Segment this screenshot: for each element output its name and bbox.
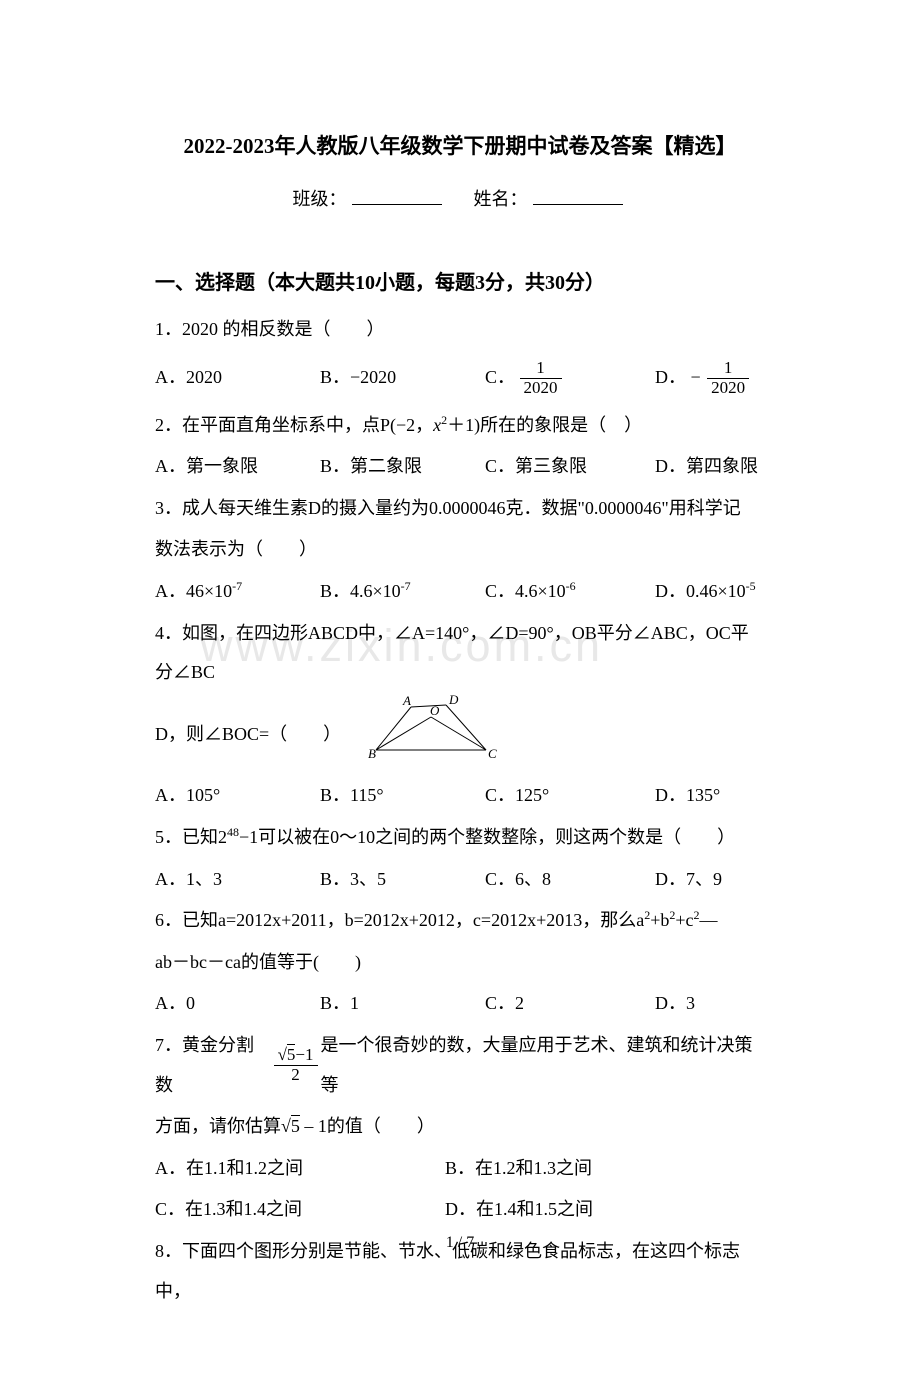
q6-mid1: +b bbox=[650, 910, 669, 930]
quadrilateral-diagram: A D B C O bbox=[361, 695, 501, 760]
q5-c: C．6、8 bbox=[485, 860, 655, 900]
q4-options: A．105° B．115° C．125° D．135° bbox=[155, 776, 765, 816]
q4-line1: 4．如图，在四边形ABCD中，∠A=140°，∠D=90°，OB平分∠ABC，O… bbox=[155, 614, 765, 693]
q6-line2: ab－bc－ca的值等于( ) bbox=[155, 943, 765, 983]
q7-line2-prefix: 方面，请你估算 bbox=[155, 1116, 281, 1136]
q5-options: A．1、3 B．3、5 C．6、8 D．7、9 bbox=[155, 860, 765, 900]
q1-c: C． 1 2020 bbox=[485, 358, 655, 398]
q1-d-frac: 1 2020 bbox=[707, 359, 749, 397]
q7-c: C．在1.3和1.4之间 bbox=[155, 1190, 445, 1230]
frac-den: 2020 bbox=[707, 379, 749, 398]
label-a: A bbox=[402, 695, 411, 708]
q1-options: A．2020 B．−2020 C． 1 2020 D． − 1 2020 bbox=[155, 358, 765, 398]
q6-line1: 6．已知a=2012x+2011，b=2012x+2012，c=2012x+20… bbox=[155, 901, 765, 941]
q7-line2-sqrt: 5 bbox=[291, 1115, 300, 1136]
q6-c: C．2 bbox=[485, 984, 655, 1024]
q3-c: C．4.6×10-6 bbox=[485, 572, 655, 612]
q7-options-2: C．在1.3和1.4之间 D．在1.4和1.5之间 bbox=[155, 1190, 765, 1230]
q2-text: 2．在平面直角坐标系中，点P(−2，x2＋1)所在的象限是（ ） bbox=[155, 406, 765, 446]
q6-b: B．1 bbox=[320, 984, 485, 1024]
q2-suffix: ＋1)所在的象限是（ ） bbox=[447, 415, 642, 435]
q7-prefix: 7．黄金分割数 bbox=[155, 1026, 271, 1105]
name-blank bbox=[533, 204, 623, 205]
q7-frac-num: √5−1 bbox=[274, 1046, 318, 1066]
class-blank bbox=[352, 204, 442, 205]
q4-b: B．115° bbox=[320, 776, 485, 816]
q1-c-prefix: C． bbox=[485, 367, 515, 387]
q3-b: B．4.6×10-7 bbox=[320, 572, 485, 612]
q5-prefix: 5．已知2 bbox=[155, 827, 227, 847]
q1-d: D． − 1 2020 bbox=[655, 358, 795, 398]
q7-frac: √5−1 2 bbox=[274, 1046, 318, 1084]
q5-d: D．7、9 bbox=[655, 860, 795, 900]
q1-c-frac: 1 2020 bbox=[520, 359, 562, 397]
frac-num: 1 bbox=[707, 359, 749, 379]
q5-sup: 48 bbox=[227, 825, 239, 839]
q1-text: 1．2020 的相反数是（ ） bbox=[155, 310, 765, 350]
q1-b: B．−2020 bbox=[320, 358, 485, 398]
q4-d: D．135° bbox=[655, 776, 795, 816]
label-o: O bbox=[430, 703, 440, 718]
section-1-title: 一、选择题（本大题共10小题，每题3分，共30分） bbox=[155, 266, 765, 295]
q2-a: A．第一象限 bbox=[155, 447, 320, 487]
page-content: 2022-2023年人教版八年级数学下册期中试卷及答案【精选】 班级： 姓名： … bbox=[0, 0, 920, 1373]
q2-b: B．第二象限 bbox=[320, 447, 485, 487]
q1-d-prefix: D． bbox=[655, 367, 686, 387]
q7-options-1: A．在1.1和1.2之间 B．在1.2和1.3之间 bbox=[155, 1149, 765, 1189]
q3-options: A．46×10-7 B．4.6×10-7 C．4.6×10-6 D．0.46×1… bbox=[155, 572, 765, 612]
q8-text: 8．下面四个图形分别是节能、节水、低碳和绿色食品标志，在这四个标志中， bbox=[155, 1232, 765, 1311]
q5-suffix: −1可以被在0～10之间的两个整数整除，则这两个数是（ ） bbox=[239, 827, 735, 847]
class-label: 班级： bbox=[293, 189, 347, 209]
q7-line1: 7．黄金分割数 √5−1 2 是一个很奇妙的数，大量应用于艺术、建筑和统计决策等 bbox=[155, 1026, 765, 1105]
q2-prefix: 2．在平面直角坐标系中，点P(−2， bbox=[155, 415, 433, 435]
q3-d-sup: -5 bbox=[746, 579, 756, 593]
name-label: 姓名： bbox=[474, 189, 528, 209]
q3-a-sup: -7 bbox=[232, 579, 242, 593]
q3-c-sup: -6 bbox=[566, 579, 576, 593]
q1-a: A．2020 bbox=[155, 358, 320, 398]
q3-b-sup: -7 bbox=[401, 579, 411, 593]
q3-b-prefix: B．4.6×10 bbox=[320, 581, 401, 601]
q4-line2: D，则∠BOC=（ ） A D B C O bbox=[155, 695, 765, 775]
q3-line2: 数法表示为（ ） bbox=[155, 530, 765, 570]
label-b: B bbox=[368, 746, 376, 760]
q4-c: C．125° bbox=[485, 776, 655, 816]
q7-d: D．在1.4和1.5之间 bbox=[445, 1190, 735, 1230]
q3-line1: 3．成人每天维生素D的摄入量约为0.0000046克．数据"0.0000046"… bbox=[155, 489, 765, 529]
q6-options: A．0 B．1 C．2 D．3 bbox=[155, 984, 765, 1024]
q3-c-prefix: C．4.6×10 bbox=[485, 581, 566, 601]
frac-num: 1 bbox=[520, 359, 562, 379]
q5-text: 5．已知248−1可以被在0～10之间的两个整数整除，则这两个数是（ ） bbox=[155, 818, 765, 858]
q3-a: A．46×10-7 bbox=[155, 572, 320, 612]
q7-suffix: 是一个很奇妙的数，大量应用于艺术、建筑和统计决策等 bbox=[321, 1026, 766, 1105]
student-info: 班级： 姓名： bbox=[155, 185, 765, 211]
q6-prefix: 6．已知a=2012x+2011，b=2012x+2012，c=2012x+20… bbox=[155, 910, 644, 930]
q5-b: B．3、5 bbox=[320, 860, 485, 900]
q2-c: C．第三象限 bbox=[485, 447, 655, 487]
q3-a-prefix: A．46×10 bbox=[155, 581, 232, 601]
q6-mid2: +c bbox=[675, 910, 693, 930]
q7-line2: 方面，请你估算√5 – 1的值（ ） bbox=[155, 1107, 765, 1147]
q2-base: x bbox=[433, 415, 441, 435]
label-c: C bbox=[488, 746, 497, 760]
q4-line2-text: D，则∠BOC=（ ） bbox=[155, 715, 341, 755]
q5-a: A．1、3 bbox=[155, 860, 320, 900]
q2-d: D．第四象限 bbox=[655, 447, 795, 487]
exam-title: 2022-2023年人教版八年级数学下册期中试卷及答案【精选】 bbox=[155, 130, 765, 160]
q6-a: A．0 bbox=[155, 984, 320, 1024]
q6-mid3: — bbox=[700, 910, 718, 930]
q6-d: D．3 bbox=[655, 984, 795, 1024]
q7-b: B．在1.2和1.3之间 bbox=[445, 1149, 735, 1189]
q3-d-prefix: D．0.46×10 bbox=[655, 581, 746, 601]
label-d: D bbox=[448, 695, 459, 707]
q7-line2-suffix: – 1的值（ ） bbox=[300, 1116, 435, 1136]
q4-diagram: A D B C O bbox=[361, 695, 501, 775]
q4-a: A．105° bbox=[155, 776, 320, 816]
q7-frac-num-suffix: −1 bbox=[295, 1045, 313, 1064]
q7-frac-den: 2 bbox=[274, 1066, 318, 1085]
q2-options: A．第一象限 B．第二象限 C．第三象限 D．第四象限 bbox=[155, 447, 765, 487]
q3-d: D．0.46×10-5 bbox=[655, 572, 795, 612]
frac-den: 2020 bbox=[520, 379, 562, 398]
q7-a: A．在1.1和1.2之间 bbox=[155, 1149, 445, 1189]
